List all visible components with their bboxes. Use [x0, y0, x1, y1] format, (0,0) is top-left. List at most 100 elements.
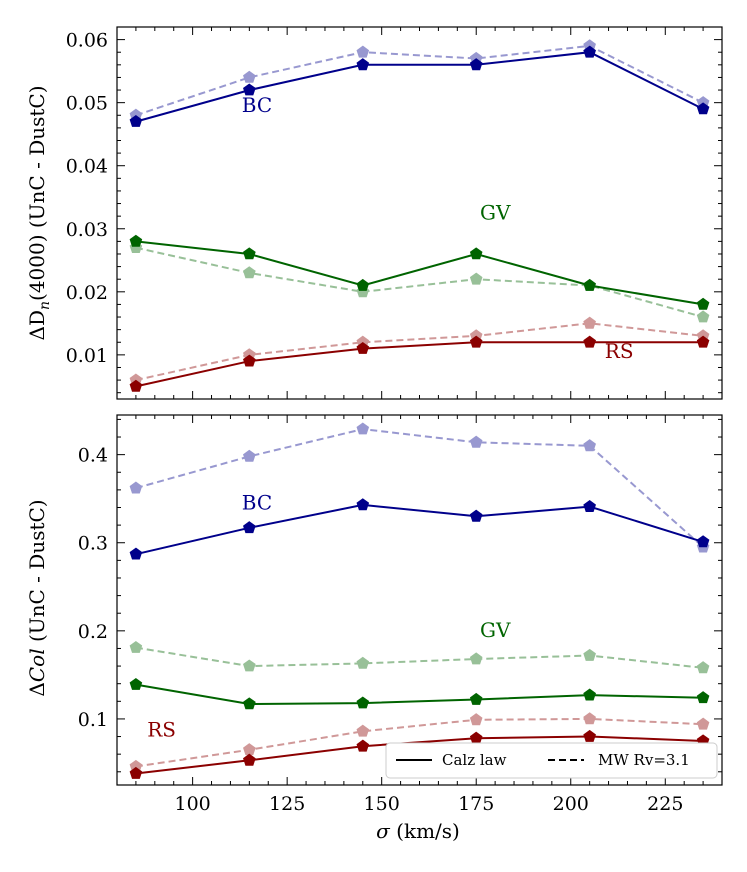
data-point [356, 278, 370, 291]
y-tick-label: 0.06 [66, 30, 108, 52]
y-tick-label: 0.05 [66, 93, 108, 115]
series-bc-mw [129, 422, 710, 553]
series-line [135, 683, 704, 706]
series-line [135, 44, 704, 117]
data-point [696, 691, 710, 704]
data-point [356, 724, 370, 737]
data-point [356, 656, 370, 669]
y-tick-label: 0.4 [78, 445, 108, 467]
data-point [696, 335, 710, 348]
data-point [469, 509, 483, 522]
data-point [583, 499, 596, 512]
bottom-panel: 0.1 0.2 0.3 0.4 100 125 150 175 200 225 BC GV RS Calz… [78, 414, 723, 815]
y-tick-label: 0.01 [66, 345, 108, 367]
data-point [469, 58, 483, 71]
group-label-gv: GV [480, 618, 511, 642]
y-tick-label: 0.03 [66, 219, 108, 241]
series-gv-mw [129, 640, 710, 674]
group-label-gv: GV [480, 200, 511, 224]
group-label-bc: BC [242, 93, 272, 117]
series-bc-calz [129, 498, 710, 560]
data-point [583, 335, 596, 348]
series-line [135, 322, 704, 382]
x-tick-label: 125 [269, 793, 305, 815]
data-point [583, 45, 596, 58]
group-label-rs: RS [605, 339, 634, 363]
series-gv-calz [129, 677, 710, 710]
data-point [356, 696, 370, 709]
data-point [356, 58, 370, 71]
data-point [696, 535, 710, 548]
data-point [583, 712, 596, 725]
y-tick-label: 0.1 [78, 709, 108, 731]
data-point [129, 547, 143, 560]
series-line [135, 240, 704, 306]
data-point [356, 498, 370, 511]
series-line [135, 717, 704, 768]
data-point [129, 766, 143, 779]
bottom-y-axis-label: ΔCol (UnC - DustC) [25, 499, 49, 696]
data-point [243, 83, 256, 96]
series-gv-calz [129, 234, 710, 310]
data-point [696, 310, 710, 323]
y-tick-label: 0.02 [66, 282, 108, 304]
data-point [696, 297, 710, 310]
series-bc-calz [129, 45, 710, 127]
series-rs-calz [129, 335, 710, 392]
group-label-rs: RS [147, 718, 176, 742]
top-panel: 0.01 0.02 0.03 0.04 0.05 0.06 BC GV RS [66, 26, 723, 400]
series-line [135, 646, 704, 669]
series-line [135, 503, 704, 556]
y-tick-label: 0.3 [78, 533, 108, 555]
y-tick-label: 0.2 [78, 621, 108, 643]
data-point [583, 278, 596, 291]
series-line [135, 428, 704, 548]
data-point [469, 272, 483, 285]
data-point [243, 266, 256, 279]
data-point [243, 753, 256, 766]
data-point [696, 102, 710, 115]
data-point [243, 697, 256, 710]
series-line [135, 735, 704, 775]
data-point [356, 739, 370, 752]
data-point [129, 481, 143, 494]
legend-label-mw: MW Rv=3.1 [598, 751, 690, 769]
x-tick-label: 150 [364, 793, 400, 815]
data-point [243, 521, 256, 534]
data-point [243, 449, 256, 462]
data-point [129, 677, 143, 690]
data-point [129, 234, 143, 247]
x-tick-label: 225 [647, 793, 683, 815]
data-point [243, 70, 256, 83]
data-point [129, 379, 143, 392]
data-point [583, 439, 596, 452]
data-point [243, 247, 256, 260]
x-tick-label: 100 [174, 793, 210, 815]
data-point [243, 354, 256, 367]
data-point [356, 45, 370, 58]
data-point [469, 713, 483, 726]
data-point [469, 692, 483, 705]
data-point [469, 435, 483, 448]
data-point [696, 661, 710, 674]
series-rs-calz [129, 729, 710, 779]
data-point [469, 335, 483, 348]
data-point [129, 114, 143, 127]
x-axis-label: σ (km/s) [376, 819, 460, 843]
data-point [469, 652, 483, 665]
data-point [583, 648, 596, 661]
data-point [696, 717, 710, 730]
data-point [356, 341, 370, 354]
top-y-axis-label: ΔDn(4000) (UnC - DustC) [25, 85, 53, 340]
legend-label-calz: Calz law [442, 751, 507, 769]
data-point [243, 659, 256, 672]
data-point [356, 422, 370, 435]
data-point [583, 729, 596, 742]
y-tick-label: 0.04 [66, 156, 108, 178]
data-point [583, 688, 596, 701]
series-line [135, 246, 704, 318]
x-tick-label: 200 [553, 793, 589, 815]
data-point [469, 247, 483, 260]
